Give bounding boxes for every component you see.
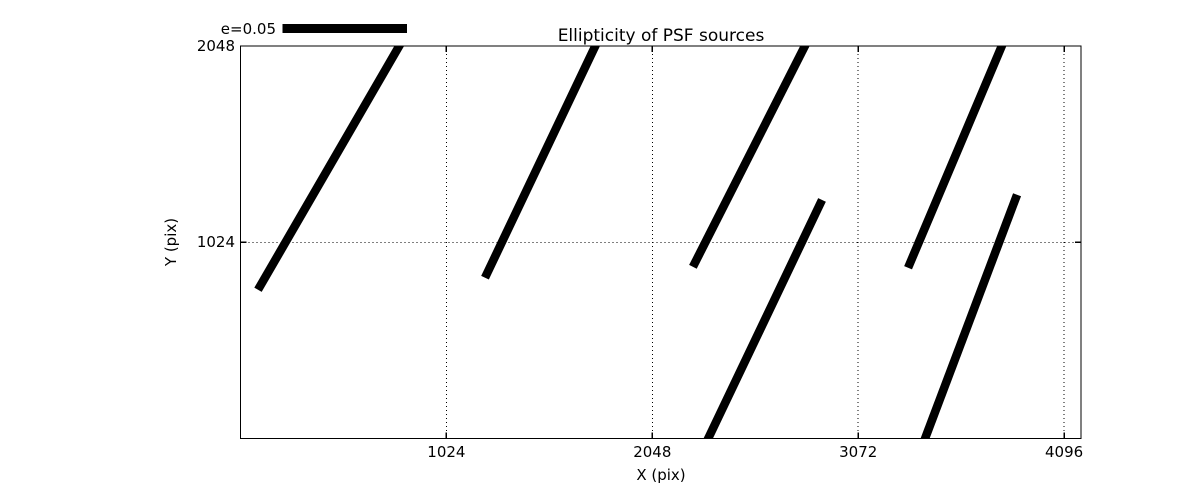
y-tick-label: 1024: [196, 233, 235, 252]
legend-label: e=0.05: [220, 20, 276, 38]
x-tick-label: 4096: [1045, 443, 1084, 461]
whisker-line: [481, 46, 600, 280]
chart-title: Ellipticity of PSF sources: [557, 26, 765, 46]
x-tick-label: 3072: [839, 443, 878, 461]
whisker-line: [904, 46, 1007, 270]
plot-frame: [239, 45, 1082, 440]
x-tick-label: 1024: [427, 443, 466, 461]
whisker-line: [703, 198, 826, 439]
whisker-line: [254, 46, 405, 292]
y-tick-label: 2048: [196, 37, 235, 55]
whisker-line: [920, 193, 1022, 439]
x-tick-label: 2048: [633, 443, 672, 461]
whisker-line: [689, 46, 810, 269]
x-axis-label: X (pix): [636, 466, 686, 484]
